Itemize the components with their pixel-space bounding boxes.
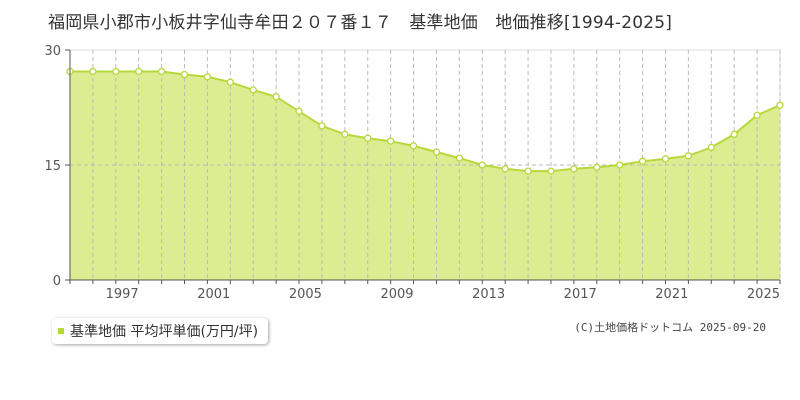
data-point [616,161,624,169]
legend-label: 基準地価 平均坪単価(万円/坪) [70,324,259,340]
data-point [501,165,509,173]
data-point [455,154,464,162]
series-area [70,71,780,280]
data-point [730,130,738,138]
x-tick-label: 2025 [747,287,780,302]
data-point [776,101,784,109]
x-tick-label: 2005 [289,287,322,302]
x-tick-label: 2001 [197,287,230,302]
data-point [157,67,166,76]
x-tick-label: 1997 [106,287,139,302]
legend-marker [58,328,64,334]
data-point [753,111,761,119]
data-point [341,130,349,138]
data-point [249,86,257,94]
data-point [318,122,326,130]
chart-title: 福岡県小郡市小板井字仙寺牟田２０７番１７ 基準地価 地価推移[1994-2025… [48,13,673,33]
data-point [432,148,441,156]
data-point [89,67,97,76]
data-point [295,107,303,115]
data-point [364,134,372,142]
data-point [661,155,670,163]
data-point [593,163,601,171]
data-point [409,142,418,150]
data-point [478,161,486,169]
y-tick-label: 15 [44,159,61,174]
data-point [135,67,143,76]
data-point [547,167,555,175]
x-tick-label: 2021 [655,287,688,302]
data-point [272,93,280,101]
copyright-credit: (C)土地価格ドットコム 2025-09-20 [574,321,766,334]
data-point [638,157,647,165]
y-tick-label: 0 [53,274,61,289]
data-point [180,70,189,79]
data-point [570,165,578,173]
data-point [112,67,120,76]
data-point [707,143,715,152]
data-point [684,152,693,160]
x-tick-label: 2017 [564,287,597,302]
y-tick-label: 30 [44,44,61,59]
data-point [226,78,234,86]
data-point [203,73,212,81]
data-point [524,167,532,175]
x-tick-label: 2013 [472,287,505,302]
data-point [386,137,395,145]
legend[interactable]: 基準地価 平均坪単価(万円/坪) [52,318,269,344]
x-tick-label: 2009 [380,287,413,302]
series-line [70,70,781,173]
